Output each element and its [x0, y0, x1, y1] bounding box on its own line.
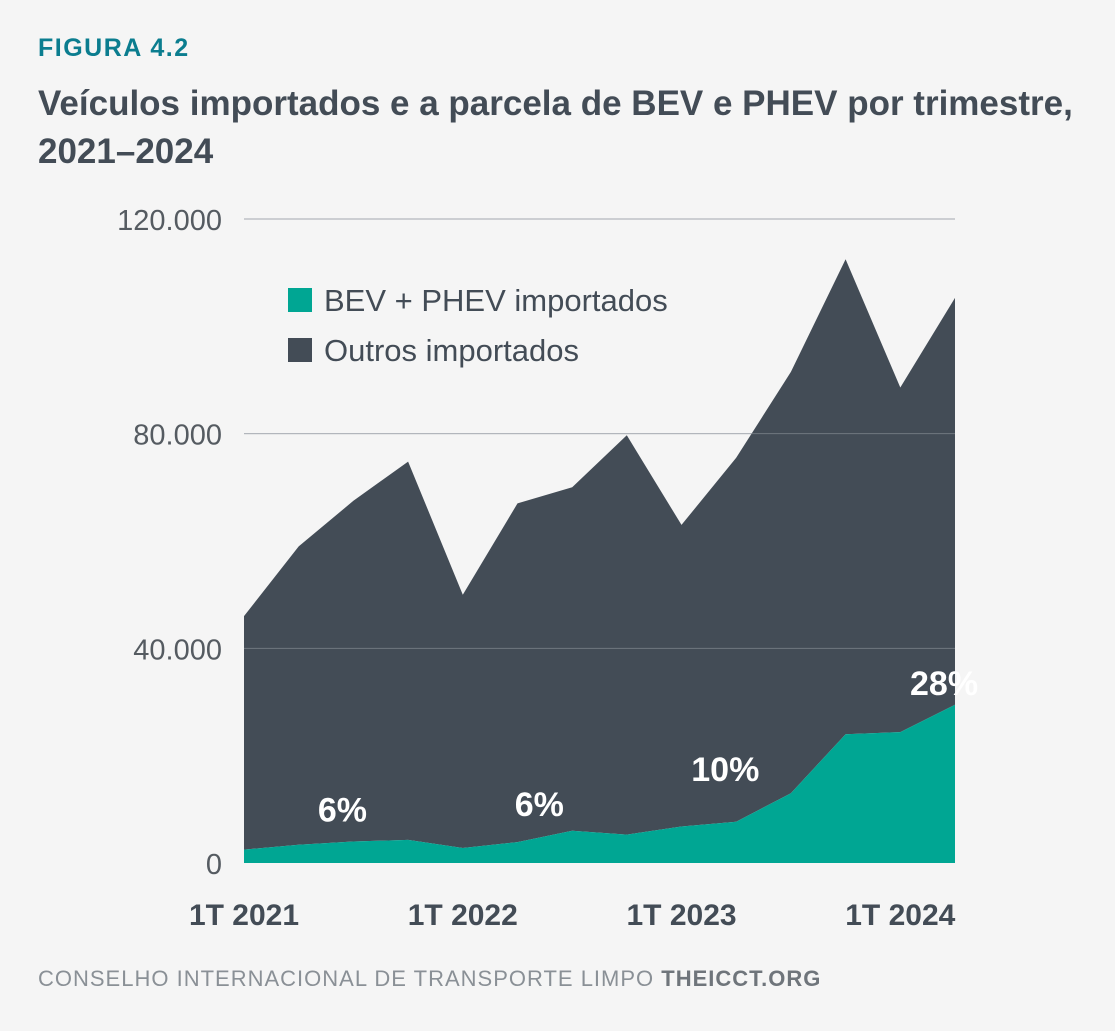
y-axis-tick-labels: 0 40.000 80.000 120.000 [117, 205, 222, 881]
x-tick-label-1: 1T 2022 [408, 899, 518, 932]
legend-swatch-1 [288, 338, 312, 362]
legend-swatch-0 [288, 288, 312, 312]
y-tick-label-0: 0 [206, 849, 222, 881]
x-axis-tick-labels: 1T 2021 1T 2022 1T 2023 1T 2024 [189, 899, 956, 932]
y-tick-label-2: 80.000 [133, 420, 222, 452]
footer-website[interactable]: THEICCT.ORG [661, 966, 822, 991]
figure-label: FIGURA 4.2 [38, 34, 190, 62]
x-tick-label-0: 1T 2021 [189, 899, 299, 932]
share-annotations: 6% 6% 10% 28% [318, 665, 978, 829]
share-annotation-2: 10% [691, 751, 759, 789]
series-layer [244, 259, 955, 863]
y-tick-label-1: 40.000 [133, 634, 222, 666]
x-tick-label-2: 1T 2023 [626, 899, 736, 932]
area-outros-importados [244, 259, 955, 850]
overlay-grid-layer [244, 218, 955, 649]
share-annotation-3: 28% [910, 665, 978, 703]
share-annotation-1: 6% [515, 786, 564, 824]
footer-organization: CONSELHO INTERNACIONAL DE TRANSPORTE LIM… [38, 966, 655, 991]
chart-title: Veículos importados e a parcela de BEV e… [38, 84, 1073, 171]
legend-label-1: Outros importados [324, 333, 579, 368]
legend: BEV + PHEV importados Outros importados [288, 283, 668, 368]
x-tick-label-3: 1T 2024 [845, 899, 955, 932]
share-annotation-0: 6% [318, 791, 367, 829]
footer: CONSELHO INTERNACIONAL DE TRANSPORTE LIM… [38, 966, 821, 992]
legend-label-0: BEV + PHEV importados [324, 283, 668, 318]
area-bev-phev-importados [244, 704, 955, 863]
y-tick-label-3: 120.000 [117, 205, 222, 237]
